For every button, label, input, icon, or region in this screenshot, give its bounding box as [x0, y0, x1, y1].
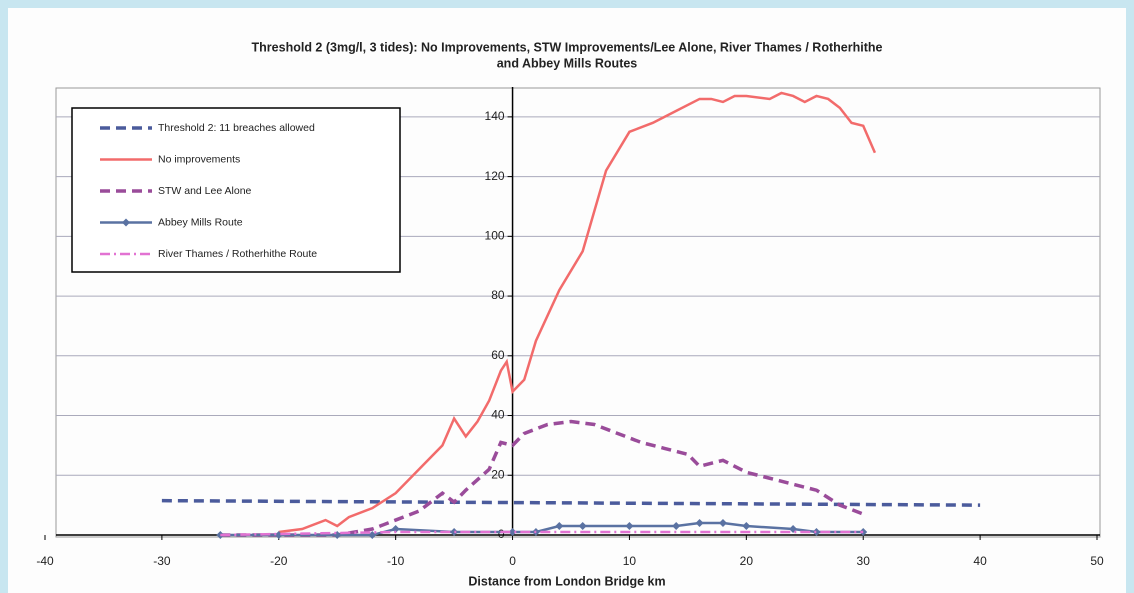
y-tick-label: 140: [485, 109, 505, 123]
point-marker: [555, 522, 564, 531]
point-marker: [695, 519, 704, 528]
point-marker: [718, 519, 727, 528]
y-tick-label: 40: [491, 408, 505, 422]
series-line: [161, 498, 981, 507]
chart-title: Threshold 2 (3mg/l, 3 tides): No Improve…: [252, 40, 883, 54]
y-tick-label: 80: [491, 288, 505, 302]
x-tick-label: 20: [740, 554, 754, 568]
plot-area: [55, 87, 1101, 538]
chart-title: and Abbey Mills Routes: [497, 56, 638, 70]
y-tick-label: 120: [485, 169, 505, 183]
point-marker: [578, 522, 587, 531]
panel: [8, 8, 1126, 593]
legend-label: STW and Lee Alone: [158, 185, 252, 197]
series-line: [220, 530, 864, 537]
point-marker: [625, 522, 634, 531]
x-tick-label: 10: [623, 554, 637, 568]
point-marker: [742, 522, 751, 531]
series-line: [220, 419, 864, 537]
x-axis-label: Distance from London Bridge km: [468, 574, 665, 588]
series-line: [278, 91, 877, 534]
point-marker: [812, 528, 821, 537]
legend-box: [71, 107, 401, 273]
x-tick-label: -20: [270, 554, 288, 568]
point-marker: [391, 525, 400, 534]
legend-label: Threshold 2: 11 breaches allowed: [158, 122, 315, 134]
x-tick-label: 40: [973, 554, 987, 568]
x-tick-label: 50: [1090, 554, 1104, 568]
x-tick-label: -10: [387, 554, 405, 568]
y-tick-label: 100: [485, 229, 505, 243]
legend-label: Abbey Mills Route: [158, 216, 243, 228]
y-tick-label: 60: [491, 348, 505, 362]
y-tick-label: 20: [491, 467, 505, 481]
point-marker: [508, 528, 517, 537]
legend-marker: [122, 218, 130, 227]
point-marker: [672, 522, 681, 531]
point-marker: [450, 528, 459, 537]
legend-label: No improvements: [158, 153, 240, 165]
series-line: [220, 521, 864, 537]
y-tick-label: 0: [498, 527, 505, 541]
x-tick-label: 0: [509, 554, 516, 568]
x-tick-label: -30: [153, 554, 171, 568]
legend-label: River Thames / Rotherhithe Route: [158, 248, 317, 260]
x-tick-label: 30: [857, 554, 871, 568]
x-tick-label: -40: [36, 554, 54, 568]
